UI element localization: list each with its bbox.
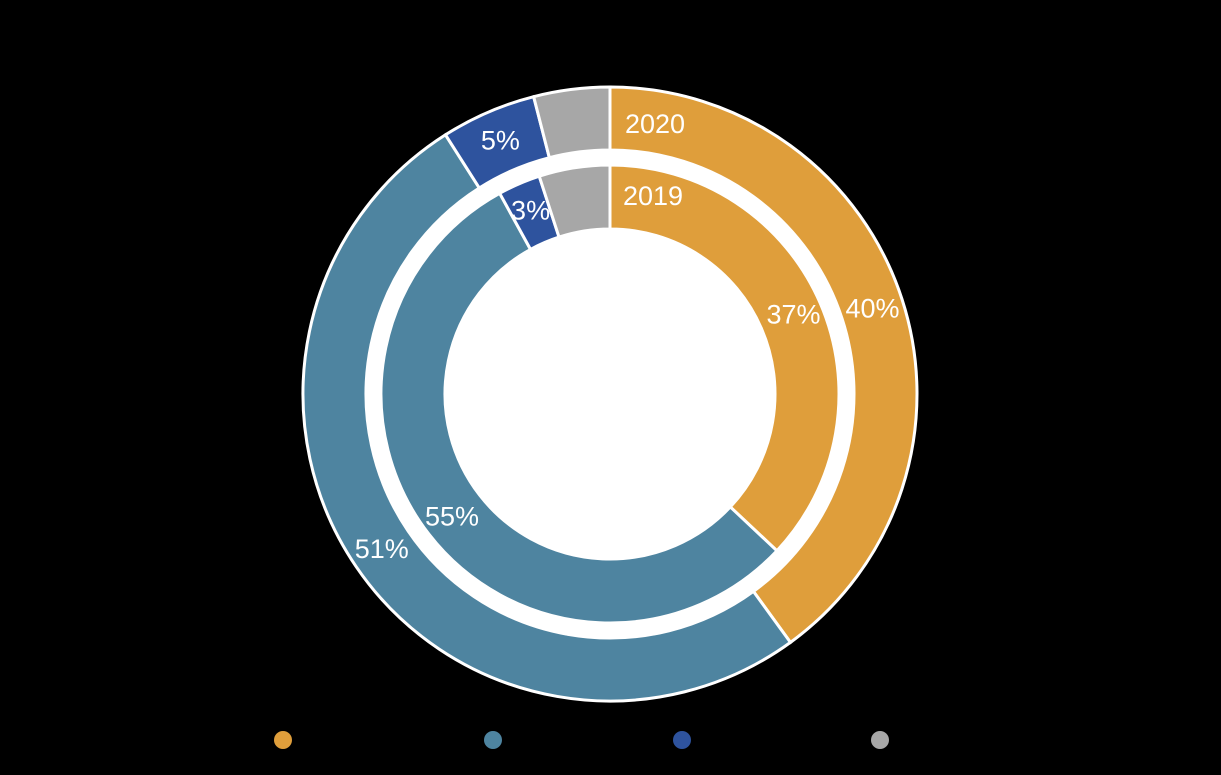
- donut-segment-2020-3: [531, 85, 612, 160]
- segment-value-label: 37%: [767, 300, 821, 330]
- donut-segment-2019-1: [379, 191, 780, 625]
- donut-segment-2019-3: [537, 163, 612, 239]
- segment-value-label: 5%: [481, 126, 520, 156]
- legend-dot-1: [484, 731, 502, 749]
- segment-value-label: 55%: [425, 502, 479, 532]
- ring-year-label-2020: 2020: [625, 109, 685, 139]
- legend-dot-3: [871, 731, 889, 749]
- donut-segment-2020-1: [301, 132, 793, 703]
- donut-segment-2019-0: [608, 163, 841, 553]
- donut-segment-2020-0: [608, 85, 919, 645]
- legend-dot-2: [673, 731, 691, 749]
- segment-value-label: 40%: [845, 294, 899, 324]
- legend-dot-0: [274, 731, 292, 749]
- segment-value-label: 3%: [511, 195, 550, 225]
- segment-value-label: 51%: [355, 534, 409, 564]
- ring-year-label-2019: 2019: [623, 181, 683, 211]
